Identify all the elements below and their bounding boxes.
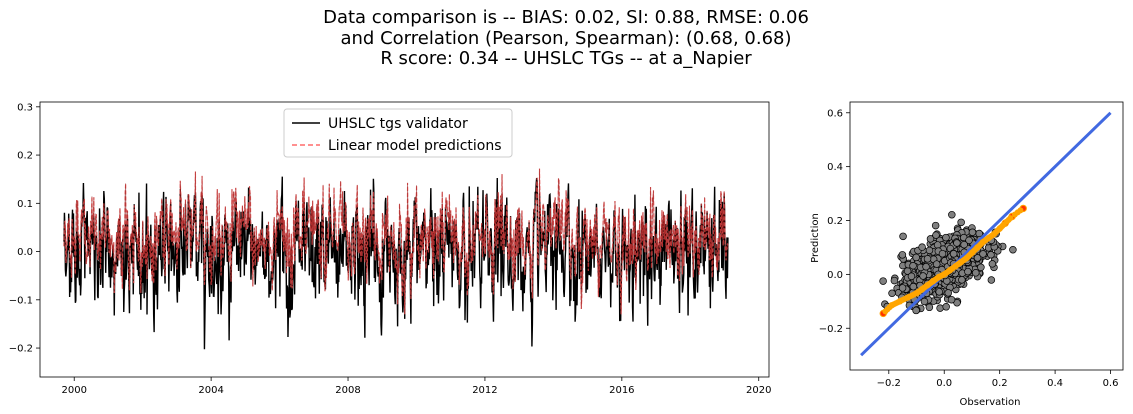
scatter-y-label: Prediction xyxy=(810,213,821,263)
scatter-point xyxy=(965,236,973,245)
scatter-point xyxy=(948,210,956,219)
timeseries-x-tick-label: 2004 xyxy=(198,385,223,396)
scatter-y-tick-label: 0.2 xyxy=(827,216,843,227)
timeseries-x-tick-label: 2020 xyxy=(746,385,771,396)
quantile-point xyxy=(886,304,893,311)
scatter-x-tick-label: 0.0 xyxy=(936,378,952,389)
scatter-y-ticks: −0.2 0.0 0.2 0.4 0.6 xyxy=(819,108,850,335)
scatter-point xyxy=(964,267,972,276)
scatter-point xyxy=(907,272,916,281)
legend-label-model: Linear model predictions xyxy=(328,138,502,154)
timeseries-axes-frame xyxy=(39,101,770,378)
scatter-point xyxy=(953,239,961,247)
timeseries-plot-area xyxy=(63,168,729,350)
timeseries-x-tick-label: 2012 xyxy=(472,385,497,396)
scatter-point xyxy=(960,240,968,249)
timeseries-legend: UHSLC tgs validator Linear model predict… xyxy=(283,108,513,158)
scatter-point xyxy=(909,282,918,291)
scatter-point xyxy=(890,276,899,285)
scatter-x-tick-label: −0.2 xyxy=(877,378,901,389)
scatter-point xyxy=(949,250,958,258)
scatter-point xyxy=(973,254,982,262)
scatter-point xyxy=(987,250,995,259)
series-overlap-shade xyxy=(63,168,729,315)
scatter-x-ticks: −0.2 0.0 0.2 0.4 0.6 xyxy=(877,370,1119,389)
title-line-3: R score: 0.34 -- UHSLC TGs -- at a_Napie… xyxy=(380,48,752,69)
scatter-point xyxy=(912,306,920,315)
scatter-y-tick-label: −0.2 xyxy=(819,324,843,335)
scatter-point xyxy=(987,276,996,284)
timeseries-panel: 2000 2004 2008 2012 2016 2020 −0.2 −0.1 0.0 0.1 0… xyxy=(9,101,771,396)
scatter-y-tick-label: 0.6 xyxy=(827,108,843,119)
timeseries-y-tick-label: 0.1 xyxy=(17,199,33,210)
scatter-point xyxy=(938,249,947,258)
scatter-point xyxy=(919,272,927,280)
scatter-point xyxy=(923,255,932,263)
scatter-point xyxy=(926,235,935,243)
timeseries-y-tick-label: −0.1 xyxy=(9,295,33,306)
scatter-x-tick-label: 0.2 xyxy=(992,378,1008,389)
scatter-point xyxy=(935,288,943,296)
scatter-point xyxy=(932,260,941,268)
scatter-point xyxy=(968,228,977,237)
scatter-point xyxy=(979,250,987,258)
figure-title: Data comparison is -- BIAS: 0.02, SI: 0.… xyxy=(323,7,809,69)
legend-box xyxy=(283,108,513,158)
scatter-point xyxy=(947,295,956,304)
timeseries-y-tick-label: 0.0 xyxy=(17,247,33,258)
timeseries-x-tick-label: 2000 xyxy=(61,385,86,396)
quantile-point xyxy=(1007,215,1014,222)
timeseries-y-tick-label: −0.2 xyxy=(9,344,33,355)
scatter-point xyxy=(899,232,907,241)
scatter-x-label: Observation xyxy=(960,397,1021,408)
scatter-x-tick-label: 0.4 xyxy=(1047,378,1063,389)
quantile-point xyxy=(1017,207,1024,214)
timeseries-x-tick-label: 2016 xyxy=(609,385,634,396)
timeseries-y-tick-label: 0.3 xyxy=(17,102,33,113)
title-line-2: and Correlation (Pearson, Spearman): (0.… xyxy=(340,28,791,49)
timeseries-y-ticks: −0.2 −0.1 0.0 0.1 0.2 0.3 xyxy=(9,102,40,355)
scatter-point xyxy=(912,253,920,262)
scatter-point xyxy=(909,262,917,270)
scatter-point xyxy=(957,218,965,227)
scatter-point xyxy=(972,269,980,277)
timeseries-y-tick-label: 0.2 xyxy=(17,151,33,162)
legend-label-validator: UHSLC tgs validator xyxy=(328,116,468,132)
scatter-point xyxy=(988,260,997,268)
scatter-point xyxy=(888,289,896,298)
identity-line xyxy=(860,111,1112,357)
scatter-point xyxy=(942,233,950,242)
scatter-point xyxy=(932,231,940,239)
scatter-point xyxy=(931,221,940,230)
scatter-y-tick-label: 0.0 xyxy=(827,270,843,281)
scatter-point xyxy=(942,303,950,311)
scatter-point xyxy=(925,303,934,312)
title-line-1: Data comparison is -- BIAS: 0.02, SI: 0.… xyxy=(323,7,809,28)
scatter-point xyxy=(920,297,929,306)
scatter-point xyxy=(922,262,930,271)
scatter-point xyxy=(1009,246,1017,254)
scatter-point xyxy=(898,251,907,259)
scatter-point xyxy=(918,243,926,251)
scatter-axes-frame xyxy=(849,101,1124,371)
scatter-panel: −0.2 0.0 0.2 0.4 0.6 −0.2 0.0 0.2 0.4 0.6 Observ… xyxy=(810,101,1124,408)
scatter-point xyxy=(958,276,966,284)
scatter-point xyxy=(879,277,887,285)
scatter-plot-area xyxy=(860,111,1112,357)
scatter-x-tick-label: 0.6 xyxy=(1103,378,1119,389)
timeseries-x-tick-label: 2008 xyxy=(335,385,360,396)
scatter-point xyxy=(898,284,907,292)
timeseries-x-ticks: 2000 2004 2008 2012 2016 2020 xyxy=(61,377,771,396)
scatter-point xyxy=(936,304,944,312)
scatter-point xyxy=(925,246,934,255)
scatter-y-tick-label: 0.4 xyxy=(827,162,843,173)
scatter-point xyxy=(944,289,953,297)
scatter-point xyxy=(977,263,985,272)
